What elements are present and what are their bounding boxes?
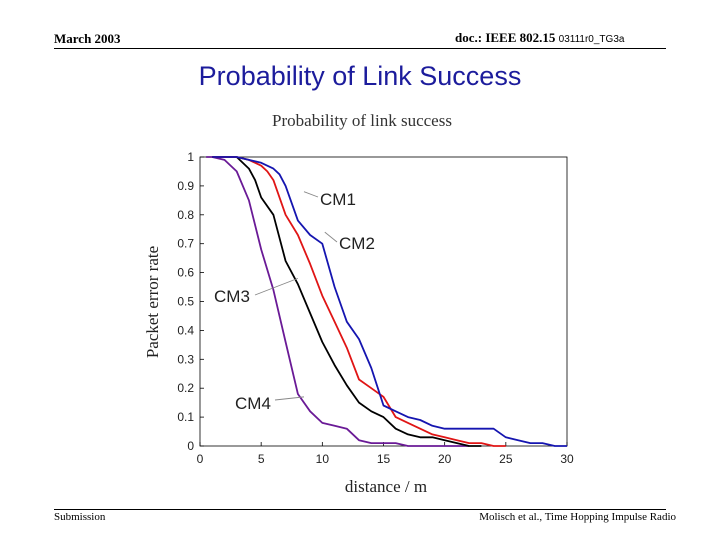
y-axis-label: Packet error rate bbox=[143, 246, 162, 358]
series-layer bbox=[206, 156, 567, 447]
series-line-cm3 bbox=[212, 156, 482, 447]
x-tick-label: 30 bbox=[560, 452, 574, 466]
header-rule bbox=[54, 48, 666, 49]
leader-line-cm4 bbox=[274, 396, 305, 401]
annotation-cm4: CM4 bbox=[235, 394, 271, 413]
leader-line-cm1 bbox=[303, 191, 319, 198]
doc-label: doc.: IEEE 802.15 bbox=[455, 30, 556, 45]
footer-rule bbox=[54, 509, 666, 510]
annotation-cm3: CM3 bbox=[214, 287, 250, 306]
series-line-cm4 bbox=[206, 156, 470, 447]
chart-title: Probability of link success bbox=[272, 111, 452, 130]
leader-line-cm2 bbox=[324, 231, 338, 243]
header-date: March 2003 bbox=[54, 31, 121, 46]
x-tick-label: 20 bbox=[438, 452, 452, 466]
x-tick-label: 15 bbox=[377, 452, 391, 466]
annotation-cm1: CM1 bbox=[320, 190, 356, 209]
y-tick-label: 0.8 bbox=[177, 208, 194, 222]
y-tick-label: 0.4 bbox=[177, 323, 194, 337]
y-tick-label: 0.7 bbox=[177, 237, 194, 251]
series-line-cm2 bbox=[212, 156, 506, 447]
series-line-cm1 bbox=[212, 156, 567, 447]
header-doc-id: doc.: IEEE 802.15 03111r0_TG3a bbox=[455, 30, 624, 46]
footer-right: Molisch et al., Time Hopping Impulse Rad… bbox=[479, 511, 676, 523]
y-tick-label: 0.2 bbox=[177, 381, 194, 395]
y-tick-label: 0.5 bbox=[177, 295, 194, 309]
leader-line-cm3 bbox=[254, 277, 299, 296]
x-tick-label: 5 bbox=[258, 452, 265, 466]
footer-left: Submission bbox=[54, 511, 106, 523]
axis-ticks: 0 5 10 15 20 25 30 0 0.1 0.2 0.3 0.4 0.5 0.6 0.7 0.8 0.9… bbox=[177, 150, 574, 466]
x-tick-label: 25 bbox=[499, 452, 513, 466]
x-axis-label: distance / m bbox=[345, 477, 427, 496]
y-tick-label: 0.1 bbox=[177, 410, 194, 424]
y-tick-label: 0.9 bbox=[177, 179, 194, 193]
y-tick-label: 0.6 bbox=[177, 266, 194, 280]
x-tick-label: 0 bbox=[197, 452, 204, 466]
x-tick-label: 10 bbox=[316, 452, 330, 466]
doc-number: 03111r0_TG3a bbox=[558, 34, 625, 45]
y-tick-label: 1 bbox=[187, 150, 194, 164]
annotation-layer: CM1 CM2 CM3 CM4 bbox=[214, 190, 375, 413]
slide-title: Probability of Link Success bbox=[198, 61, 522, 91]
y-tick-label: 0 bbox=[187, 439, 194, 453]
annotation-cm2: CM2 bbox=[339, 234, 375, 253]
y-tick-label: 0.3 bbox=[177, 352, 194, 366]
